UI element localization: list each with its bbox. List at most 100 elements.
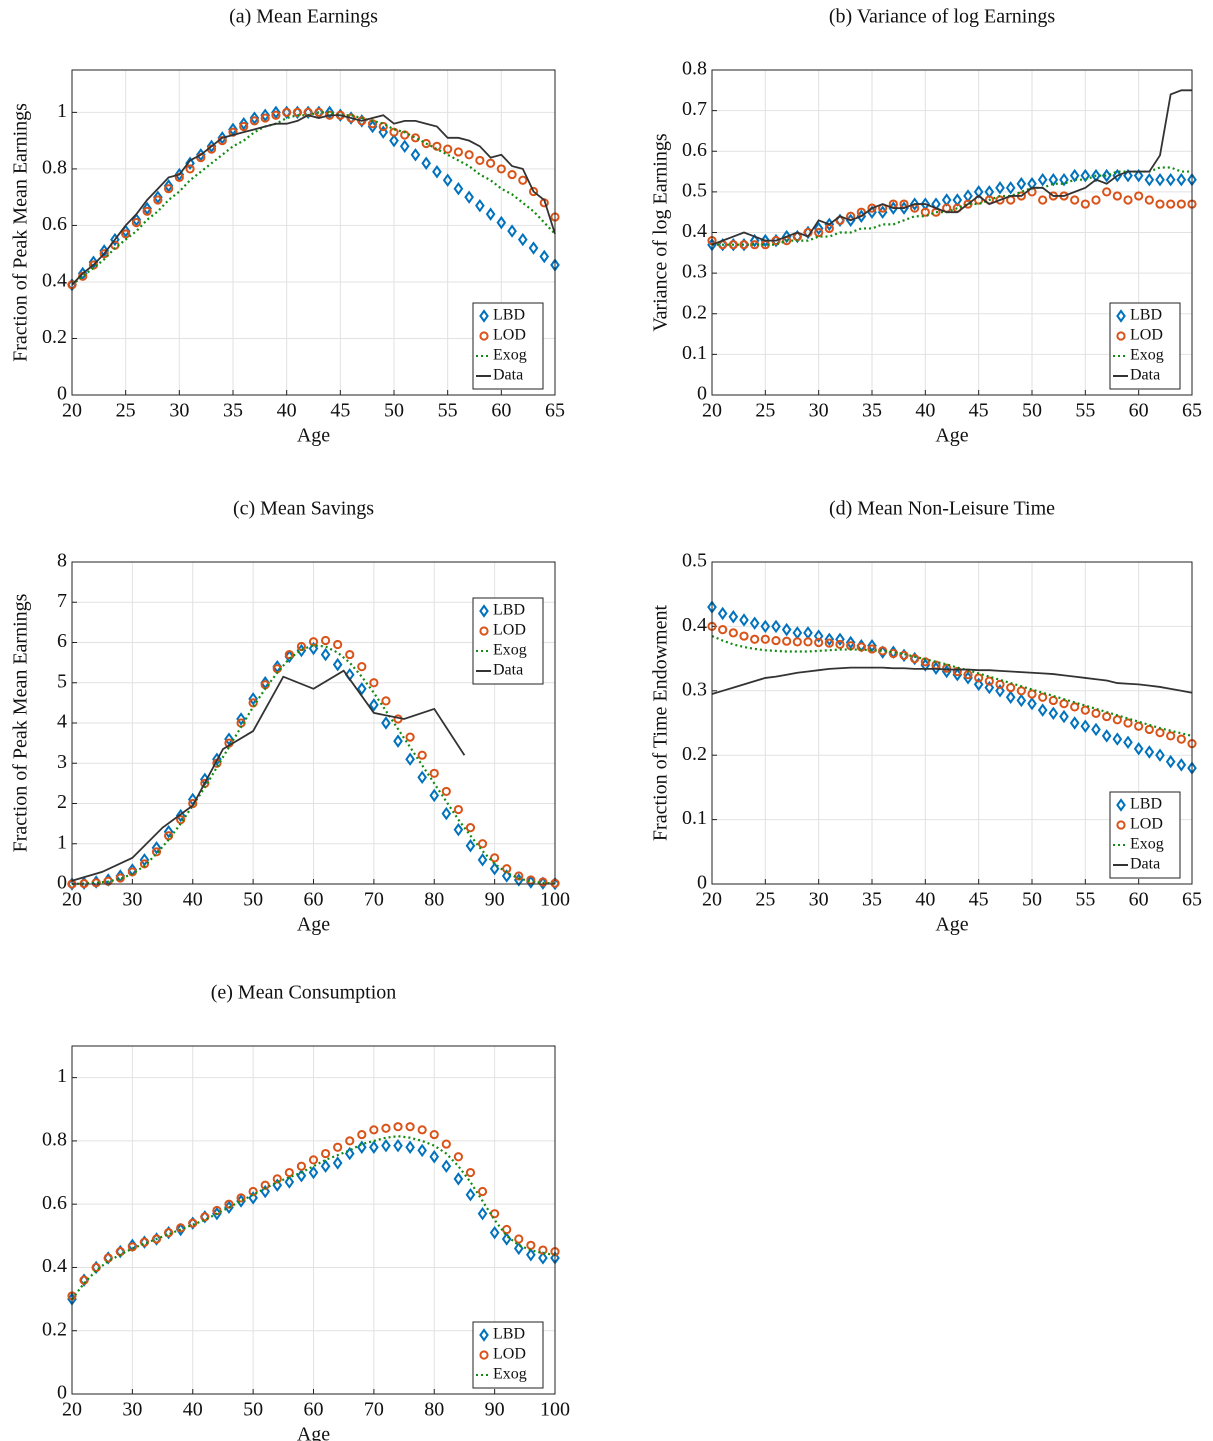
diamond-marker [1176,172,1187,187]
diamond-marker [356,1140,367,1154]
legend: LBD LOD Exog Data [472,597,544,685]
diamond-marker [1005,181,1016,195]
circle-marker [995,679,1005,689]
legend-label: LOD [1130,327,1163,344]
y-tick-label: 0.4 [42,270,67,292]
y-tick-label: 0 [57,872,67,894]
circle-marker [142,206,152,216]
y-tick-label: 0.1 [682,342,707,364]
legend-label: Exog [493,642,527,659]
circle-marker [410,133,421,143]
x-tick-label: 35 [223,400,243,422]
diamond-marker [367,119,378,134]
circle-marker [1091,708,1101,718]
plot-frame [711,69,1193,396]
diamond-marker [485,207,496,221]
circle-marker [792,637,802,647]
diamond-marker [1091,722,1101,737]
diamond-marker [1059,172,1069,187]
y-tick-label: 0.6 [682,139,707,161]
diamond-marker [1155,172,1165,187]
diamond-marker [308,1165,319,1180]
legend-box [472,597,544,685]
circle-marker [176,815,186,825]
diamond-marker [1059,709,1069,724]
series-line [71,644,556,886]
legend-label: Exog [493,1366,527,1383]
circle-marker [1155,199,1165,209]
diamond-marker [528,241,539,255]
circle-marker [782,636,792,646]
diamond-marker [88,255,99,269]
diamond-marker [441,806,452,821]
diamond-marker [1112,732,1123,746]
diamond-marker [465,839,476,853]
circle-marker [121,229,131,239]
x-tick-label: 55 [1075,400,1095,422]
y-tick-label: 2 [57,791,67,813]
circle-marker [718,625,728,635]
diamond-marker [271,105,281,120]
y-tick-label: 1 [57,831,67,853]
circle-marker [942,663,952,673]
circle-marker [1166,199,1176,209]
x-axis-label: Age [935,425,968,447]
circle-marker [502,864,512,874]
legend-label: LBD [493,602,525,619]
diamond-marker [417,1143,428,1158]
circle-marker [803,637,813,647]
y-tick-label: 0.4 [42,1255,67,1277]
y-tick-label: 0.2 [682,301,707,323]
series-line [711,635,1193,737]
chart-panel: 20 25 30 35 40 45 50 55 60 65 0 0.2 0.4 0.6 0.8 1 (a) Me… [10,6,565,447]
diamond-marker [1027,696,1037,711]
y-tick-label: 0.2 [42,1318,67,1340]
legend-label: LBD [493,307,525,324]
diamond-marker [378,125,389,139]
circle-marker [369,678,379,688]
x-tick-label: 65 [1182,400,1202,422]
diamond-marker [332,657,343,672]
chart-title: (a) Mean Earnings [229,6,378,28]
diamond-marker [1005,690,1016,704]
x-axis-label: Age [297,1424,330,1441]
circle-marker [151,847,162,857]
chart-title: (d) Mean Non-Leisure Time [829,498,1055,520]
diamond-marker [405,752,415,766]
chart-title: (c) Mean Savings [233,498,374,520]
diamond-marker [771,619,781,634]
x-tick-label: 55 [438,400,458,422]
circle-marker [99,249,109,259]
circle-marker [465,823,476,833]
diamond-marker [973,677,984,692]
diamond-marker [356,682,367,696]
diamond-marker [296,1168,307,1183]
diamond-marker [464,190,474,204]
diamond-marker [1037,703,1048,717]
diamond-marker [1101,729,1112,743]
x-tick-label: 25 [116,400,136,422]
x-tick-label: 65 [545,400,565,422]
circle-marker [103,1253,113,1263]
series-line [71,111,556,286]
x-tick-label: 90 [485,889,505,911]
circle-marker [333,639,343,650]
circle-marker [333,1142,343,1152]
diamond-marker [1069,716,1080,730]
y-axis-label: Fraction of Peak Mean Earnings [10,103,32,362]
diamond-marker [236,712,246,726]
legend-label: LOD [493,327,526,344]
diamond-marker [513,1241,524,1256]
circle-marker [393,1122,403,1132]
y-tick-label: 0.7 [682,98,707,120]
diamond-marker [284,1175,295,1189]
circle-marker [272,1174,282,1184]
x-tick-label: 20 [702,889,722,911]
x-tick-label: 50 [243,1399,263,1421]
x-tick-label: 60 [491,400,511,422]
circle-marker [441,1139,451,1149]
y-tick-label: 0 [57,1382,67,1404]
diamond-marker [538,1251,548,1265]
circle-marker [984,676,994,686]
diamond-marker [477,1206,488,1221]
